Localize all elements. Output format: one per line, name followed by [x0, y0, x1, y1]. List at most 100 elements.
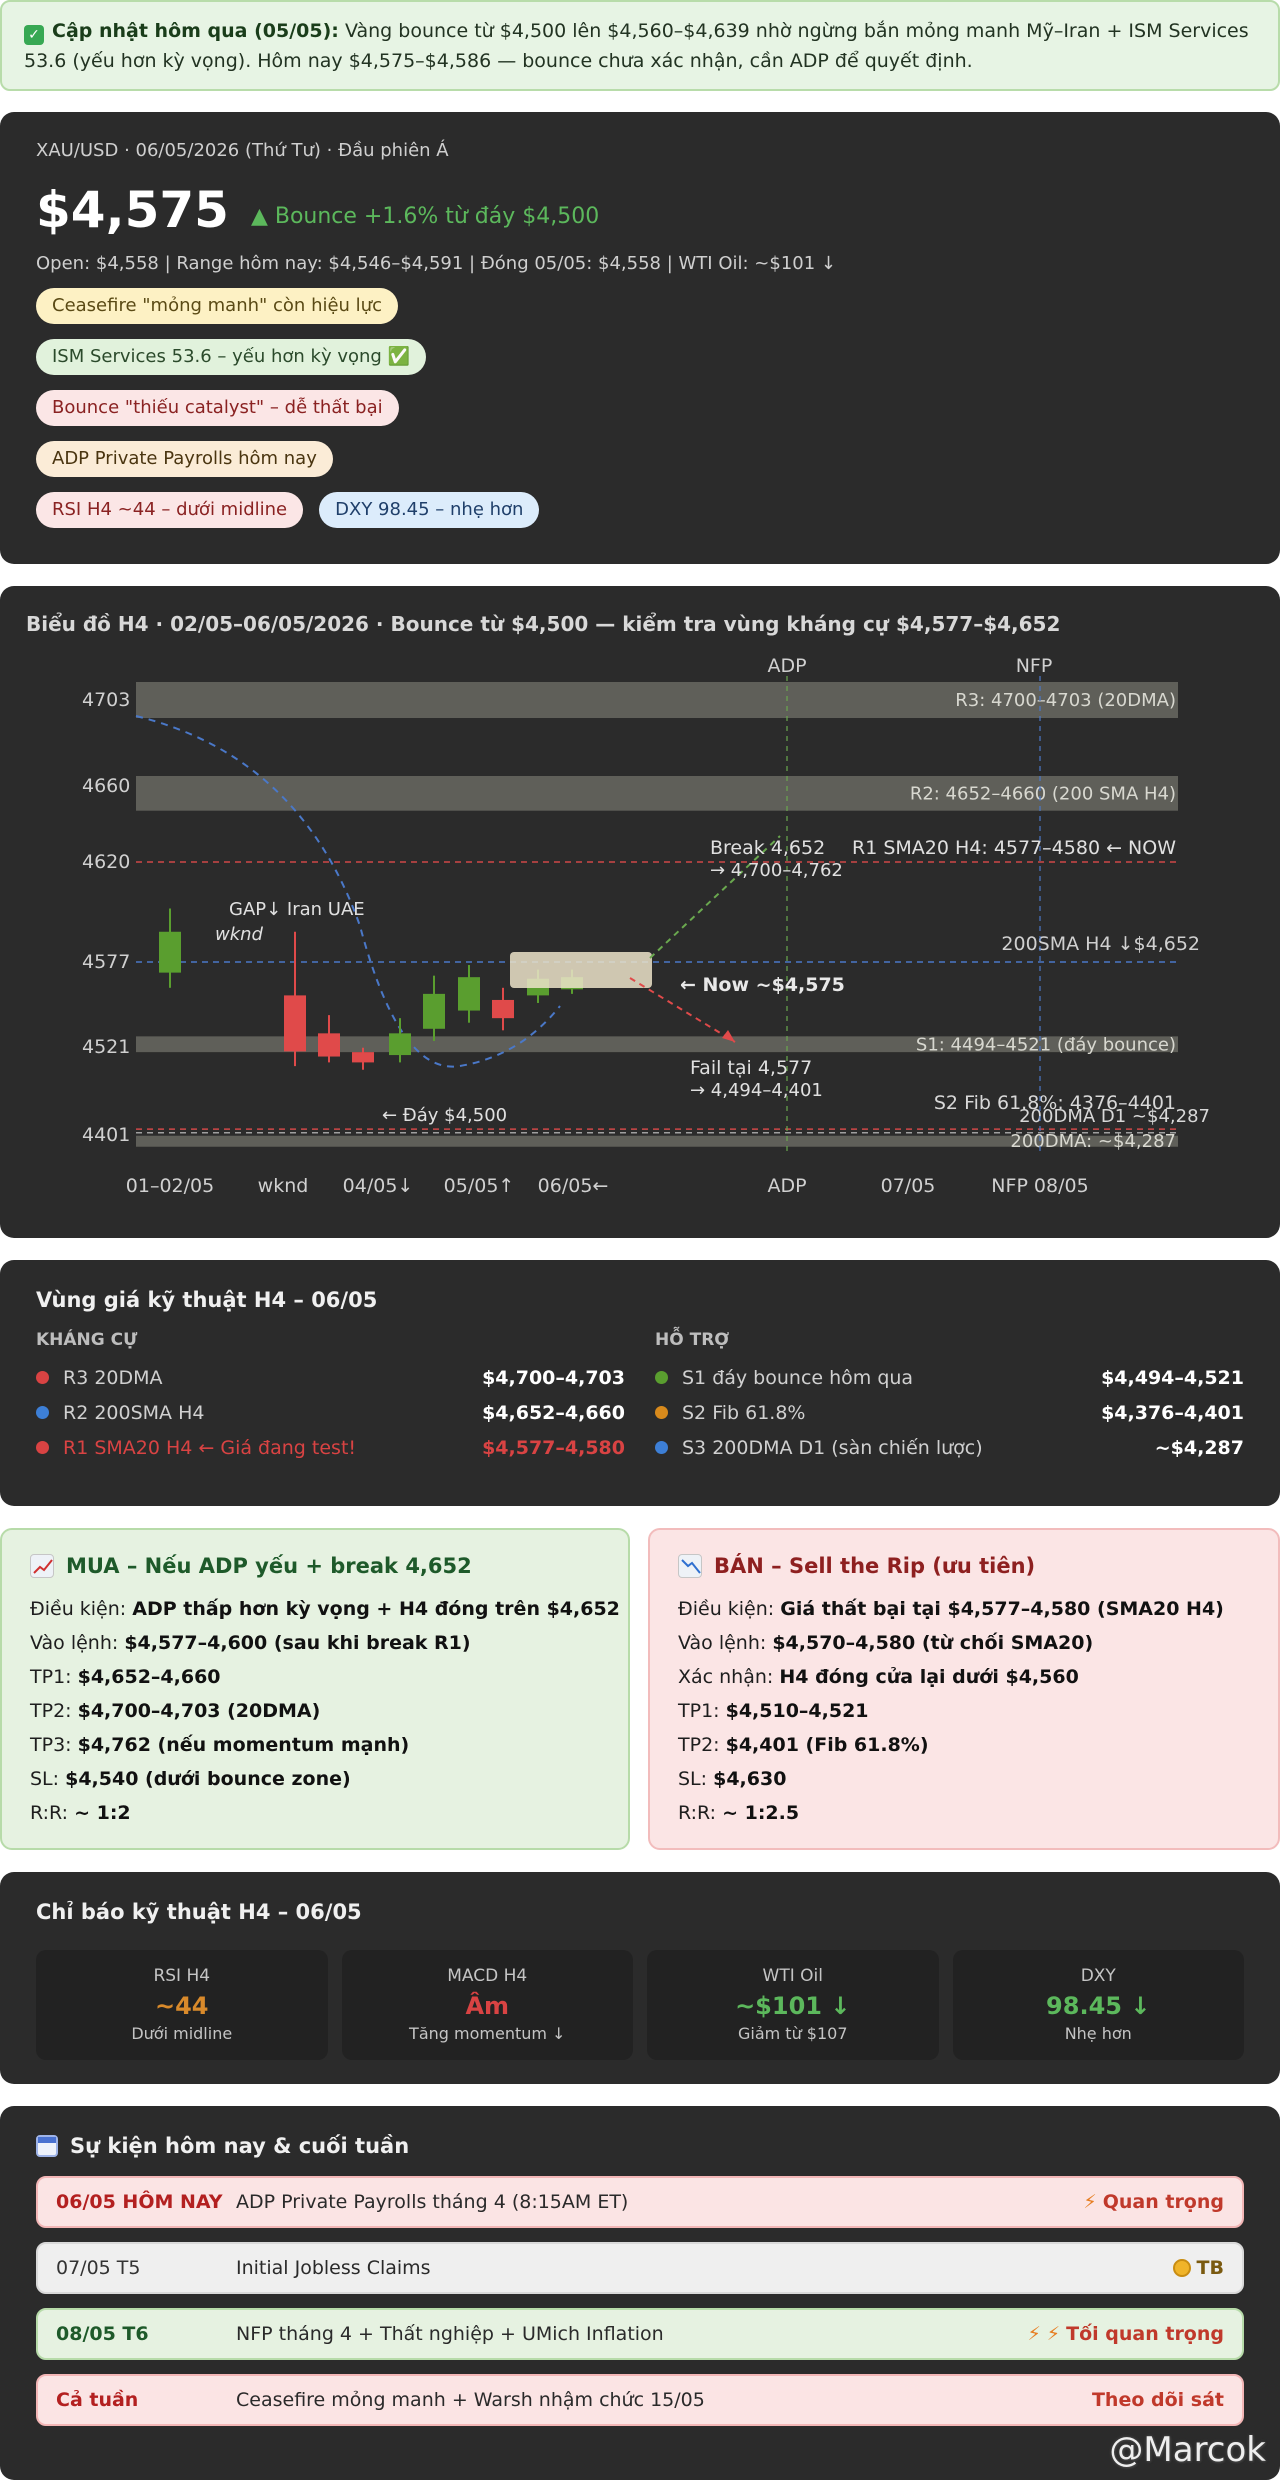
indicator-macd: MACD H4 Âm Tăng momentum ↓: [341, 1950, 633, 2060]
x-tick-label: 07/05: [881, 1175, 936, 1197]
support-heading: HỖ TRỢ: [655, 1330, 730, 1350]
resistance-heading: KHÁNG CỰ: [36, 1330, 138, 1350]
buy-line: TP3: $4,762 (nếu momentum mạnh): [30, 1734, 410, 1756]
zone-label: R3: 4700–4703 (20DMA): [955, 690, 1176, 711]
level-row: S3 200DMA D1 (sàn chiến lược) ~$4,287: [655, 1430, 1244, 1465]
level-row: S1 đáy bounce hôm qua $4,494–4,521: [655, 1360, 1244, 1395]
zone-band: [136, 682, 1178, 718]
level-name: S2 Fib 61.8%: [682, 1401, 806, 1424]
level-name: R2 200SMA H4: [63, 1401, 205, 1424]
level-value: $4,700–4,703: [482, 1366, 625, 1389]
event-row: 08/05 T6 NFP tháng 4 + Thất nghiệp + UMi…: [36, 2308, 1244, 2360]
level-value: $4,577–4,580: [482, 1436, 625, 1459]
buy-line: R:R: ~ 1:2: [30, 1802, 131, 1824]
sma-curve: [135, 715, 561, 1068]
candle-body: [159, 931, 181, 973]
sell-line: SL: $4,630: [678, 1768, 787, 1790]
support-column: HỖ TRỢ S1 đáy bounce hôm qua $4,494–4,52…: [655, 1330, 1244, 1465]
zone-band: [136, 776, 1178, 811]
bounce-change: ▲ Bounce +1.6% từ đáy $4,500: [250, 204, 600, 229]
indicator-wti: WTI Oil ~$101 ↓ Giảm từ $107: [647, 1950, 939, 2060]
level-name: S1 đáy bounce hôm qua: [682, 1366, 914, 1389]
candle-body: [389, 1033, 411, 1056]
nfp-top-label: NFP: [1016, 655, 1053, 677]
orange-dot-icon: [655, 1406, 668, 1419]
red-dot-icon: [36, 1371, 49, 1384]
buy-line: SL: $4,540 (dưới bounce zone): [30, 1768, 351, 1790]
pill-dxy: DXY 98.45 – nhẹ hơn: [319, 492, 540, 528]
x-tick-label: 05/05↑: [444, 1175, 515, 1197]
indicators-title: Chỉ báo kỹ thuật H4 – 06/05: [36, 1900, 362, 1924]
coin-icon: [1172, 2259, 1191, 2277]
price-subline: Open: $4,558 | Range hôm nay: $4,546–$4,…: [36, 253, 836, 274]
check-icon: ✓: [24, 25, 44, 45]
buy-line: Điều kiện: ADP thấp hơn kỳ vọng + H4 đón…: [30, 1598, 620, 1620]
zone-label: 200DMA: ~$4,287: [1010, 1131, 1176, 1152]
indicators-card: Chỉ báo kỹ thuật H4 – 06/05 RSI H4 ~44 D…: [0, 1872, 1280, 2084]
levels-card: Vùng giá kỹ thuật H4 – 06/05 KHÁNG CỰ R3…: [0, 1260, 1280, 1506]
pill-bounce-risk: Bounce "thiếu catalyst" – dễ thất bại: [36, 390, 399, 426]
candle-body: [492, 999, 514, 1019]
status-pills: Ceasefire "mỏng manh" còn hiệu lực ISM S…: [36, 288, 1244, 543]
level-label: 200DMA D1 ~$4,287: [1019, 1106, 1210, 1127]
blue-dot-icon: [655, 1441, 668, 1454]
y-tick-label: 4401: [82, 1124, 130, 1146]
zone-label: S1: 4494–4521 (đáy bounce): [916, 1034, 1176, 1055]
buy-line: TP1: $4,652–4,660: [30, 1666, 221, 1688]
event-row: 07/05 T5 Initial Jobless Claims TB: [36, 2242, 1244, 2294]
current-price: $4,575: [36, 181, 229, 239]
watermark: @Marcok: [1109, 2430, 1266, 2470]
red-dot-icon: [36, 1441, 49, 1454]
candle-body: [352, 1052, 374, 1063]
sell-line: Vào lệnh: $4,570–4,580 (từ chối SMA20): [678, 1632, 1094, 1654]
annotation-break: Break 4,652: [710, 837, 825, 859]
blue-dot-icon: [36, 1406, 49, 1419]
break-arrow: [649, 835, 781, 959]
lightning-icon: ⚡: [1046, 2323, 1061, 2345]
candle-body: [284, 995, 306, 1052]
zone-band: [136, 1135, 1178, 1147]
sell-line: Xác nhận: H4 đóng cửa lại dưới $4,560: [678, 1666, 1079, 1688]
y-tick-label: 4620: [82, 851, 130, 873]
x-tick-label: NFP 08/05: [991, 1175, 1088, 1197]
resistance-column: KHÁNG CỰ R3 20DMA $4,700–4,703 R2 200SMA…: [36, 1330, 625, 1465]
annotation-now: ← Now ~$4,575: [680, 974, 845, 996]
sell-line: TP2: $4,401 (Fib 61.8%): [678, 1734, 929, 1756]
events-card: Sự kiện hôm nay & cuối tuần 06/05 HÔM NA…: [0, 2106, 1280, 2480]
events-title: Sự kiện hôm nay & cuối tuần: [70, 2134, 410, 2158]
sell-title: BÁN – Sell the Rip (ưu tiên): [714, 1554, 1036, 1578]
event-row: Cả tuần Ceasefire mỏng manh + Warsh nhậm…: [36, 2374, 1244, 2426]
level-value: $4,376–4,401: [1101, 1401, 1244, 1424]
fail-arrow: [629, 977, 736, 1043]
level-label: R1 SMA20 H4: 4577–4580 ← NOW: [852, 837, 1176, 859]
level-name: R1 SMA20 H4 ← Giá đang test!: [63, 1436, 357, 1459]
indicator-rsi: RSI H4 ~44 Dưới midline: [36, 1950, 328, 2060]
zone-label: R2: 4652–4660 (200 SMA H4): [910, 783, 1176, 804]
annotation-wknd: wknd: [215, 924, 264, 945]
annotation-fail: Fail tại 4,577: [690, 1057, 812, 1079]
annotation-fail-target: → 4,494–4,401: [690, 1080, 823, 1101]
level-row: R3 20DMA $4,700–4,703: [36, 1360, 625, 1395]
buy-line: TP2: $4,700–4,703 (20DMA): [30, 1700, 321, 1722]
y-tick-label: 4660: [82, 775, 130, 797]
y-tick-label: 4577: [82, 951, 130, 973]
lightning-icon: ⚡: [1083, 2191, 1097, 2213]
sell-line: Điều kiện: Giá thất bại tại $4,577–4,580…: [678, 1598, 1224, 1620]
sell-line: R:R: ~ 1:2.5: [678, 1802, 800, 1824]
buy-title: MUA – Nếu ADP yếu + break 4,652: [66, 1554, 472, 1578]
x-tick-label: 01–02/05: [126, 1175, 214, 1197]
level-value: $4,652–4,660: [482, 1401, 625, 1424]
level-label: 200SMA H4 ↓$4,652: [1001, 933, 1200, 955]
level-label: S2 Fib 61.8%: 4376–4401: [934, 1092, 1176, 1114]
pill-ceasefire: Ceasefire "mỏng manh" còn hiệu lực: [36, 288, 398, 324]
level-row: R2 200SMA H4 $4,652–4,660: [36, 1395, 625, 1430]
candle-body: [318, 1033, 340, 1057]
x-tick-label: ADP: [767, 1175, 806, 1197]
chart-card: R3: 4700–4703 (20DMA) R2: 4652–4660 (200 …: [0, 586, 1280, 1238]
update-banner: ✓ Cập nhật hôm qua (05/05): Vàng bounce t…: [0, 0, 1280, 91]
chart-down-icon: [678, 1554, 702, 1578]
pill-ism: ISM Services 53.6 – yếu hơn kỳ vọng ✅: [36, 339, 426, 375]
level-value: ~$4,287: [1154, 1436, 1244, 1459]
price-header-card: XAU/USD · 06/05/2026 (Thứ Tư) · Đầu phiê…: [0, 112, 1280, 564]
sell-setup-card: BÁN – Sell the Rip (ưu tiên) Điều kiện: …: [648, 1528, 1280, 1850]
